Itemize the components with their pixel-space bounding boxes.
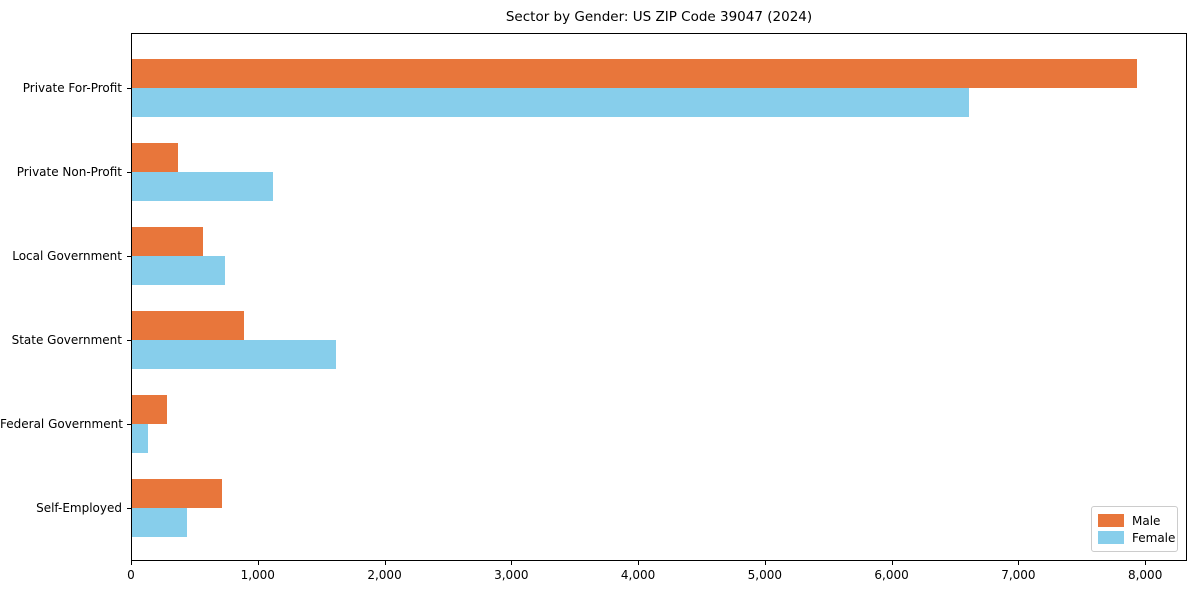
ytick-label-private-non-profit: Private Non-Profit (16, 165, 122, 179)
xtick-label-4000: 4,000 (620, 568, 656, 582)
bar-male-state-government (132, 311, 244, 340)
ytick-label-state-government: State Government (11, 333, 122, 347)
ytick-label-self-employed: Self-Employed (36, 501, 122, 515)
xtick-label-1000: 1,000 (240, 568, 275, 582)
xtick-mark-6000 (891, 561, 893, 565)
xtick-mark-3000 (511, 561, 513, 565)
bar-female-private-non-profit (132, 172, 273, 201)
xtick-label-6000: 6,000 (874, 568, 909, 582)
legend-entry-male: Male (1098, 512, 1171, 529)
ytick-mark-state-government (127, 340, 131, 341)
legend-entry-female: Female (1098, 529, 1175, 546)
xtick-label-5000: 5,000 (747, 568, 783, 582)
bar-female-local-government (132, 256, 225, 285)
bar-female-state-government (132, 340, 336, 369)
xtick-label-3000: 3,000 (494, 568, 529, 582)
xtick-mark-0 (131, 561, 132, 565)
ytick-mark-private-for-profit (127, 88, 131, 89)
ytick-mark-private-non-profit (127, 172, 131, 173)
xtick-label-2000: 2,000 (367, 568, 402, 582)
bar-male-self-employed (132, 479, 222, 508)
plot-area (131, 33, 1187, 561)
legend-label-male: Male (1132, 513, 1161, 528)
xtick-label-8000: 8,000 (1127, 568, 1163, 582)
xtick-label-0: 0 (127, 568, 135, 582)
bar-male-federal-government (132, 395, 167, 424)
bar-male-local-government (132, 227, 203, 256)
chart-title: Sector by Gender: US ZIP Code 39047 (202… (505, 9, 813, 25)
bar-female-private-for-profit (132, 88, 969, 117)
bar-male-private-for-profit (132, 59, 1137, 88)
legend: Male Female (1091, 506, 1178, 552)
bar-female-self-employed (132, 508, 187, 537)
legend-label-female: Female (1132, 530, 1176, 545)
ytick-mark-federal-government (127, 424, 131, 425)
ytick-label-private-for-profit: Private For-Profit (22, 81, 122, 95)
xtick-mark-7000 (1018, 561, 1020, 565)
legend-swatch-female (1098, 531, 1124, 544)
ytick-mark-local-government (127, 256, 131, 257)
xtick-mark-4000 (638, 561, 640, 565)
xtick-mark-2000 (384, 561, 386, 565)
bar-male-private-non-profit (132, 143, 178, 172)
xtick-mark-5000 (764, 561, 766, 565)
ytick-mark-self-employed (127, 508, 131, 509)
xtick-mark-8000 (1145, 561, 1147, 565)
ytick-label-federal-government: Federal Government (0, 417, 123, 431)
xtick-label-7000: 7,000 (1001, 568, 1036, 582)
xtick-mark-1000 (257, 561, 259, 565)
bar-female-federal-government (132, 424, 148, 453)
legend-swatch-male (1098, 514, 1124, 527)
ytick-label-local-government: Local Government (12, 249, 122, 263)
